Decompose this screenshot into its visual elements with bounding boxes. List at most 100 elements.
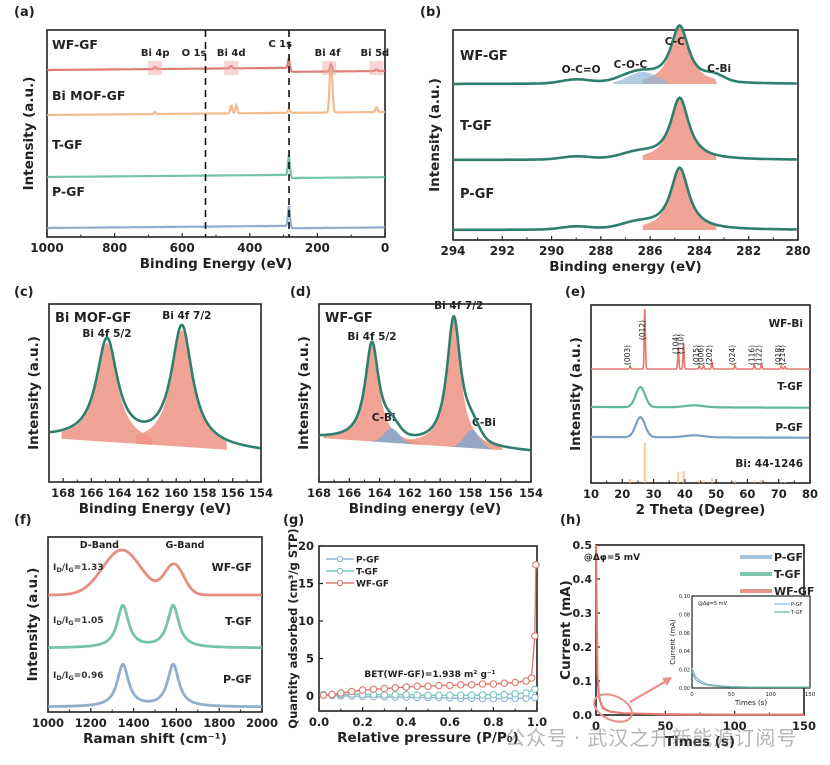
hkl-label: (116) (747, 345, 756, 365)
peak-label: Bi 4f 5/2 (347, 331, 396, 343)
ratio-label: ID/IG=0.96 (53, 671, 104, 682)
y-axis-label: Intensity (a.u.) (568, 337, 584, 451)
y-tick-label: 0.1 (573, 675, 593, 688)
x-tick-label: 0.6 (440, 715, 460, 729)
peak-label: Bi 4f 7/2 (434, 300, 483, 312)
spectrum-line (319, 314, 531, 452)
data-point (478, 691, 487, 699)
data-point (456, 691, 465, 700)
x-tick-label: 154 (249, 486, 273, 500)
legend-label: P-GF (774, 551, 803, 564)
y-tick-label: 0.2 (573, 641, 593, 654)
hkl-label: (104) (671, 334, 680, 354)
inset-legend-label: P-GF (791, 602, 803, 608)
data-point (500, 679, 509, 688)
y-tick-label: 0.5 (573, 539, 593, 552)
inset-y-tick-label: 0.02 (679, 668, 690, 674)
x-axis-label: Times (s) (665, 734, 735, 750)
x-tick-label: 70 (771, 487, 787, 501)
x-tick-label: 1600 (160, 716, 192, 730)
series-label: P-GF (223, 673, 252, 686)
x-tick-label: 200 (305, 241, 330, 255)
inset-x-tick-label: 150 (805, 692, 816, 698)
band-label: G-Band (165, 540, 204, 551)
legend-marker (336, 579, 344, 587)
series-line-wf-gf (47, 57, 385, 73)
x-tick-label: 0.0 (309, 715, 329, 729)
y-axis-label: Intensity (a.u.) (427, 78, 443, 192)
series-label: WF-GF (460, 49, 508, 64)
peak-annotation: O-C=O (562, 64, 601, 76)
data-point (369, 685, 378, 694)
x-tick-label: 1.0 (527, 715, 547, 729)
panel-label: (a) (14, 5, 35, 20)
peak-annotation: Bi 4p (141, 48, 170, 59)
x-tick-label: 800 (102, 241, 127, 255)
x-tick-label: 1200 (75, 716, 107, 730)
x-tick-label: 162 (398, 486, 422, 500)
sample-label: WF-GF (325, 311, 373, 326)
x-tick-label: 286 (638, 244, 663, 258)
panel-label: (d) (290, 285, 311, 300)
data-point (435, 691, 443, 700)
series-label: T-GF (777, 381, 803, 393)
panel-label: (b) (420, 5, 441, 20)
data-point (413, 682, 421, 691)
panel-label: (e) (565, 285, 586, 300)
y-tick-label: 20 (298, 539, 314, 553)
x-tick-label: 158 (458, 486, 482, 500)
data-point (424, 682, 432, 691)
series-label: T-GF (52, 137, 83, 152)
data-point (358, 686, 367, 694)
x-tick-label: 50 (657, 719, 673, 733)
chart-panel-d: (d) 168 166 164 162 160 158 156 154 Binding energ… (290, 285, 543, 517)
data-point (391, 683, 400, 692)
watermark-right: 武汉之升新能源订阅号 (587, 726, 798, 750)
chart-panel-e: (e) 10 20 30 40 50 60 70 80 2 Theta (Degree) Inten… (565, 285, 818, 518)
x-tick-label: 10 (583, 487, 599, 501)
legend-marker (336, 555, 344, 563)
data-point (380, 684, 389, 693)
series-line-t-gf (591, 386, 810, 409)
peak-highlight (369, 61, 384, 75)
hkl-label: (122) (755, 345, 764, 365)
x-tick-label: 1800 (203, 716, 235, 730)
x-tick-label: 0.8 (483, 715, 503, 729)
inset-y-tick-label: 0.10 (679, 594, 690, 600)
peak-highlight (224, 61, 239, 75)
data-point (445, 691, 454, 700)
x-tick-label: 158 (192, 486, 216, 500)
data-point (424, 691, 432, 700)
watermark-sep: · (574, 726, 582, 750)
inset-x-tick-label: 50 (728, 692, 735, 698)
x-axis-label: Raman shift (cm⁻¹) (83, 731, 227, 747)
legend-label: P-GF (356, 556, 380, 566)
series-line-wf-gf (48, 548, 262, 597)
x-tick-label: 290 (539, 244, 564, 258)
peak-fill (61, 343, 153, 445)
series-line-t-gf (47, 154, 385, 180)
x-tick-label: 162 (136, 486, 160, 500)
legend-label: T-GF (774, 568, 801, 581)
series-label: T-GF (460, 119, 492, 134)
hkl-label: (006) (697, 345, 706, 365)
inset-y-tick-label: 0.06 (679, 631, 690, 637)
x-axis-label: Binding energy (eV) (349, 501, 501, 517)
series-label: P-GF (775, 422, 803, 434)
peak-annotation: Bi 5d (361, 48, 390, 59)
y-axis-label: Intensity (a.u.) (21, 77, 37, 191)
legend-label: WF-GF (356, 580, 389, 590)
x-tick-label: 280 (785, 244, 810, 258)
data-point (532, 560, 540, 569)
x-tick-label: 166 (79, 486, 103, 500)
hkl-label: (003) (623, 345, 632, 365)
x-tick-label: 0.2 (352, 715, 372, 729)
data-point (489, 690, 498, 699)
series-label: WF-GF (212, 561, 252, 574)
ratio-label: ID/IG=1.33 (53, 563, 104, 574)
hkl-label: (015) (692, 345, 701, 365)
hkl-label: (214) (778, 345, 787, 365)
peak-highlight (322, 61, 337, 75)
legend-label: WF-GF (774, 585, 814, 598)
